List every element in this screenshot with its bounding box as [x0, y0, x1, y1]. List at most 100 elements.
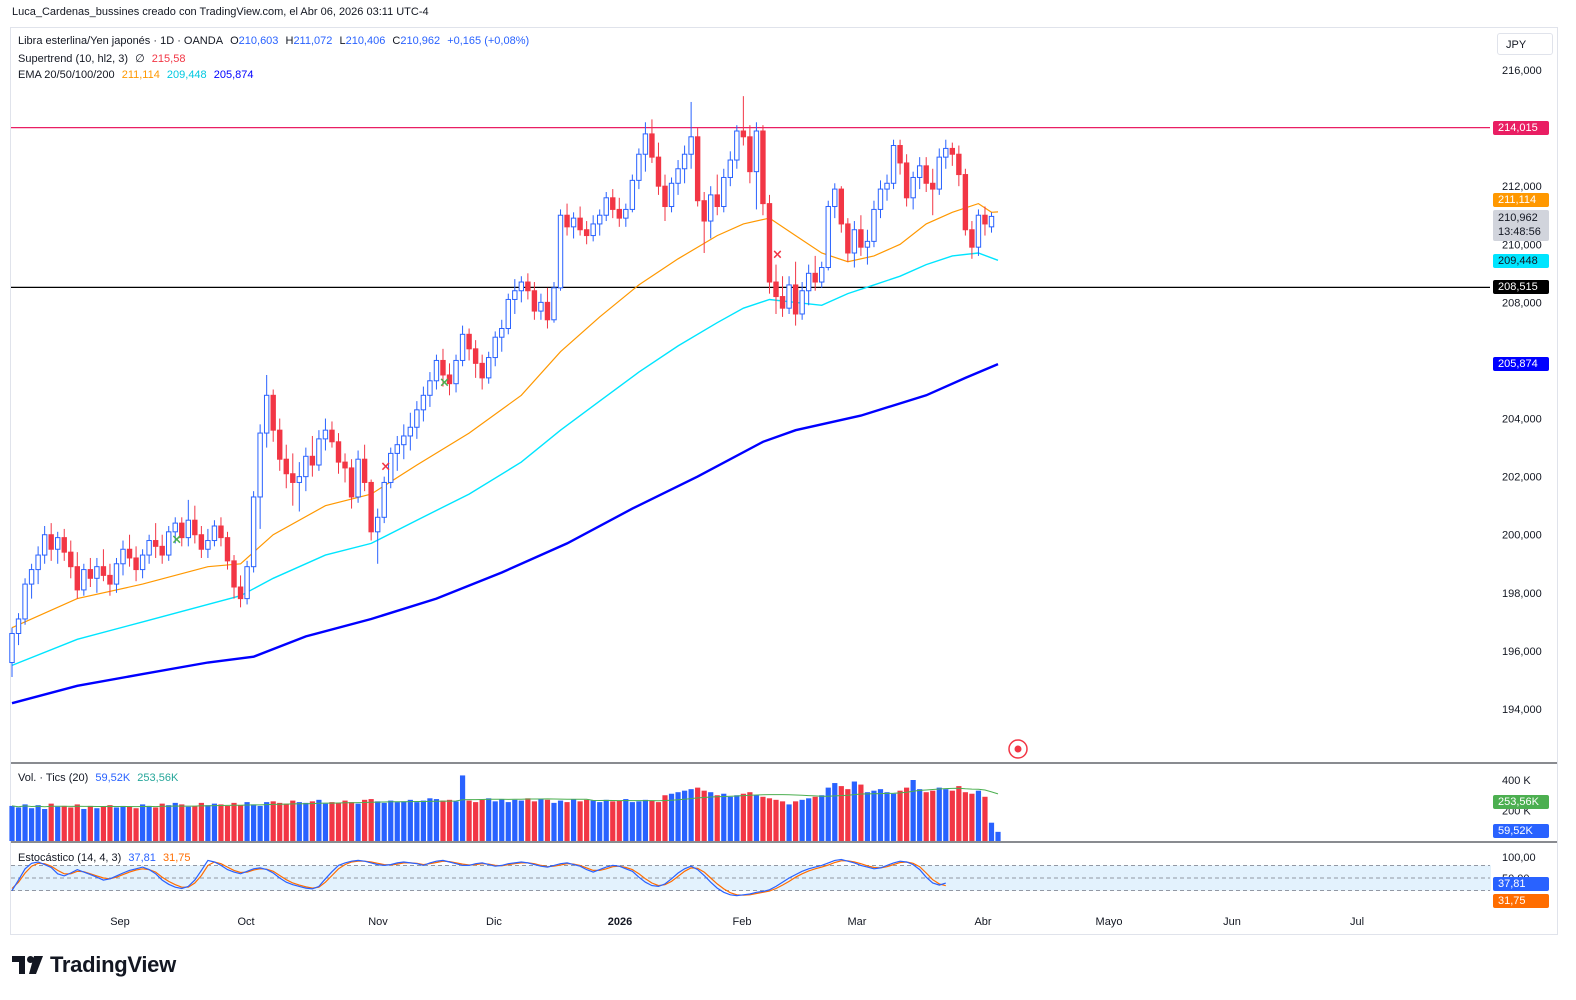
volume-bar [570, 799, 577, 841]
candle-body [107, 574, 113, 585]
stochastic-legend[interactable]: Estocástico (14, 4, 3) 37,81 31,75 [18, 852, 195, 864]
volume-bar [897, 790, 903, 841]
time-axis-label: Jul [1350, 916, 1364, 928]
volume-bar [962, 792, 968, 841]
alert-target-icon[interactable] [1007, 738, 1029, 760]
time-axis-label: Mayo [1096, 916, 1123, 928]
candle-body [760, 130, 766, 205]
volume-ma-value: 253,56K [137, 772, 179, 784]
candle-body [74, 566, 80, 591]
candle-body [35, 554, 41, 571]
volume-bar [94, 808, 100, 841]
candle-body [864, 240, 871, 248]
stochastic-axis-label: 100,00 [1502, 852, 1536, 864]
supertrend-legend[interactable]: Supertrend (10, hl2, 3) ∅ 215,58 [18, 52, 189, 65]
candle-body [61, 537, 67, 553]
volume-bar [721, 793, 727, 841]
volume-bar [22, 804, 28, 841]
volume-bar [394, 802, 400, 841]
candle-body [100, 566, 107, 576]
volume-bar [316, 799, 322, 841]
time-axis-label: Sep [110, 916, 130, 928]
candle-body [28, 569, 35, 585]
candle-body [923, 165, 929, 184]
candle-body [172, 522, 178, 533]
candle-body [126, 548, 133, 559]
volume-bar [662, 795, 668, 841]
volume-bar [557, 800, 564, 841]
ema-legend[interactable]: EMA 20/50/100/200 211,114 209,448 205,87… [18, 69, 258, 81]
price-axis-label: 208,000 [1502, 297, 1542, 309]
candle-body [832, 188, 838, 208]
candle-body [662, 185, 668, 208]
candle-body [257, 432, 263, 498]
candle-body [753, 130, 760, 173]
candle-body [348, 467, 355, 498]
volume-bar [864, 792, 871, 841]
supertrend-buy-marker: × [171, 532, 182, 547]
candle-body [381, 481, 387, 518]
volume-bar [603, 799, 609, 841]
price-axis-label: 194,000 [1502, 704, 1542, 716]
volume-bar [890, 793, 897, 841]
volume-bar [616, 800, 622, 841]
volume-bar [9, 805, 15, 841]
low-label: L [339, 35, 346, 47]
volume-bar [884, 792, 890, 841]
candle-body [551, 287, 557, 321]
candle-body [538, 301, 544, 312]
volume-legend[interactable]: Vol. · Tics (20) 59,52K 253,56K [18, 772, 182, 784]
volume-bar [564, 802, 570, 841]
candle-body [897, 145, 903, 164]
volume-bar [714, 795, 720, 841]
candle-body [636, 153, 642, 181]
currency-selector[interactable]: JPY [1497, 33, 1553, 55]
volume-bar [192, 805, 198, 841]
volume-bar [538, 799, 544, 841]
volume-bar [48, 803, 54, 841]
volume-bar [577, 801, 583, 841]
volume-bar [381, 802, 387, 841]
volume-bar [362, 799, 368, 841]
candle-body [479, 362, 485, 379]
candle-body [290, 473, 296, 483]
candle-body [283, 458, 289, 475]
volume-bar [42, 808, 48, 841]
volume-label: Vol. · Tics (20) [18, 772, 89, 784]
volume-bar [368, 799, 374, 841]
volume-bar [988, 822, 995, 841]
candle-body [270, 394, 276, 431]
volume-bar [525, 798, 531, 841]
tradingview-logo[interactable]: TradingView [12, 952, 176, 978]
volume-bar [237, 805, 244, 841]
stochastic-k-line [11, 858, 946, 897]
volume-bar [544, 799, 551, 841]
volume-bar [786, 804, 792, 841]
time-axis-label: Nov [368, 916, 388, 928]
candle-body [525, 281, 531, 292]
volume-bar [806, 798, 812, 841]
candle-body [440, 359, 446, 376]
candle-body [910, 176, 916, 199]
price-axis-label: 196,000 [1502, 646, 1542, 658]
candle-body [342, 461, 348, 469]
symbol-title[interactable]: Libra esterlina/Yen japonés · 1D · OANDA [18, 35, 224, 47]
volume-bar [270, 801, 276, 841]
candle-body [303, 455, 309, 478]
volume-bar [871, 790, 877, 841]
volume-bar [81, 808, 87, 841]
time-axis-label: Dic [486, 916, 502, 928]
volume-bar [636, 801, 642, 841]
candle-body [668, 182, 675, 208]
volume-bar [100, 806, 107, 841]
volume-bar [459, 775, 466, 841]
candle-body [610, 197, 616, 210]
candle-body [597, 214, 603, 225]
volume-last-tag: 59,52K [1493, 824, 1549, 838]
candle-body [401, 435, 407, 446]
candle-body [394, 444, 400, 454]
volume-bar [917, 789, 923, 841]
volume-bar [264, 802, 270, 841]
candle-body [355, 458, 361, 498]
